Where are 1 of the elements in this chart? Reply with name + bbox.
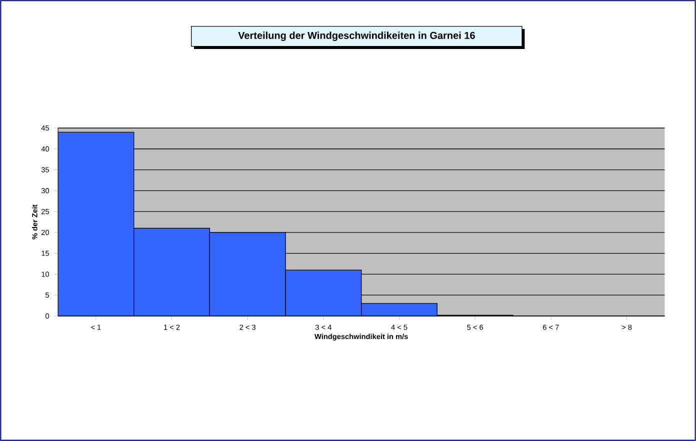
chart-title: Verteilung der Windgeschwindikeiten in Garnei 16 (238, 32, 475, 41)
